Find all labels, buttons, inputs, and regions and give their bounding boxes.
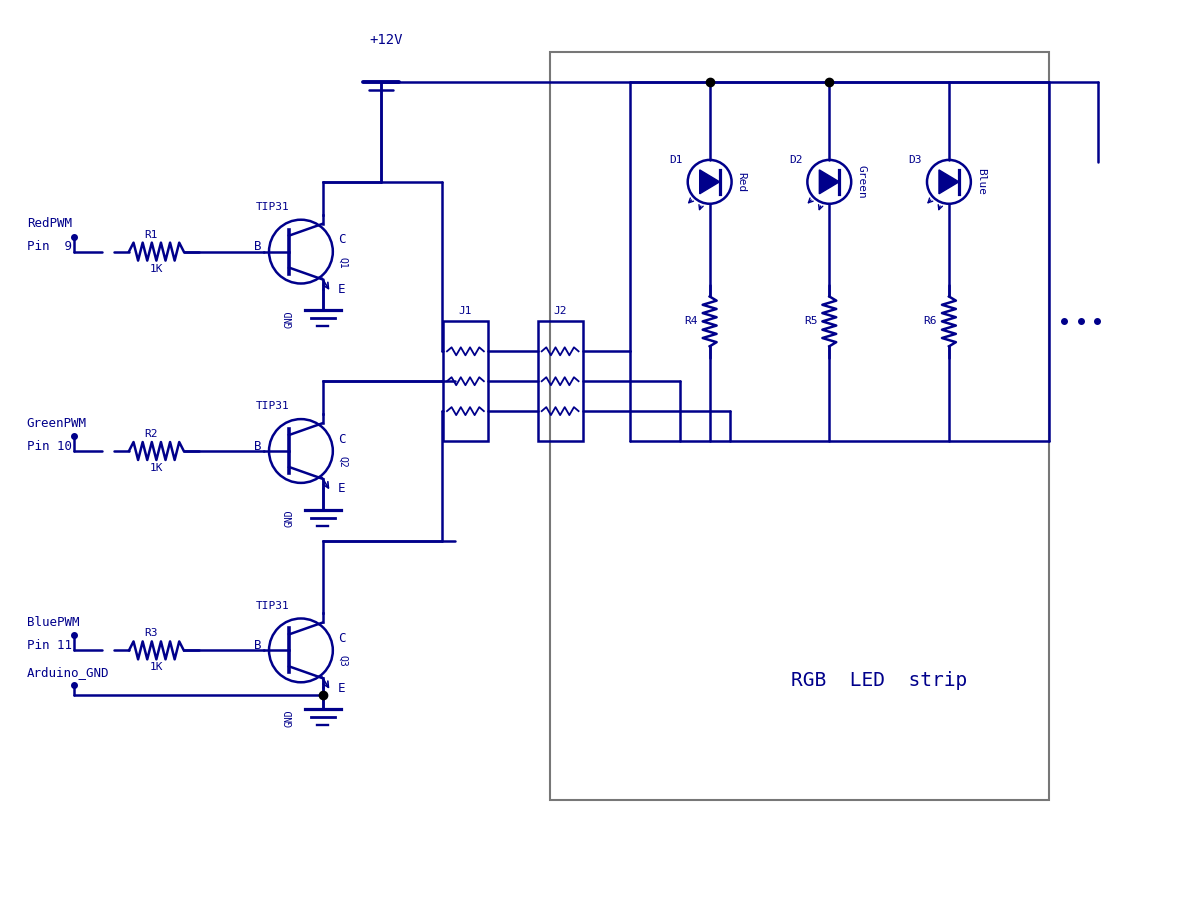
Text: C: C bbox=[338, 233, 346, 246]
Text: C: C bbox=[338, 432, 346, 445]
Bar bbox=[538, 322, 582, 441]
Text: 1K: 1K bbox=[150, 264, 163, 274]
Text: Q1: Q1 bbox=[338, 257, 348, 268]
Text: R2: R2 bbox=[145, 429, 158, 439]
Text: GND: GND bbox=[284, 709, 295, 727]
Text: Pin 11: Pin 11 bbox=[26, 639, 72, 652]
Text: +12V: +12V bbox=[368, 33, 402, 47]
Text: R6: R6 bbox=[924, 316, 937, 326]
Text: B: B bbox=[253, 440, 262, 452]
Text: Green: Green bbox=[857, 165, 866, 199]
Text: D1: D1 bbox=[670, 155, 683, 165]
Text: Q3: Q3 bbox=[338, 655, 348, 667]
Text: 1K: 1K bbox=[150, 463, 163, 473]
Text: B: B bbox=[253, 241, 262, 253]
Text: TIP31: TIP31 bbox=[256, 401, 290, 411]
Text: E: E bbox=[338, 482, 346, 496]
Text: GreenPWM: GreenPWM bbox=[26, 416, 86, 430]
Text: R5: R5 bbox=[804, 316, 817, 326]
Text: TIP31: TIP31 bbox=[256, 600, 290, 611]
Text: R4: R4 bbox=[684, 316, 697, 326]
Text: RedPWM: RedPWM bbox=[26, 217, 72, 230]
Polygon shape bbox=[820, 170, 839, 194]
Text: Blue: Blue bbox=[976, 168, 986, 196]
Text: R1: R1 bbox=[145, 230, 158, 240]
Text: Pin 10: Pin 10 bbox=[26, 440, 72, 452]
Text: TIP31: TIP31 bbox=[256, 202, 290, 212]
Bar bbox=[550, 52, 1049, 800]
Text: 1K: 1K bbox=[150, 662, 163, 672]
Text: Red: Red bbox=[737, 172, 746, 192]
Text: GND: GND bbox=[284, 510, 295, 527]
Text: E: E bbox=[338, 682, 346, 695]
Text: BluePWM: BluePWM bbox=[26, 616, 79, 629]
Text: Pin  9: Pin 9 bbox=[26, 241, 72, 253]
Polygon shape bbox=[700, 170, 720, 194]
Polygon shape bbox=[938, 170, 959, 194]
Text: B: B bbox=[253, 639, 262, 652]
Text: D3: D3 bbox=[908, 155, 922, 165]
Text: RGB  LED  strip: RGB LED strip bbox=[791, 670, 967, 690]
Text: J2: J2 bbox=[553, 306, 566, 316]
Text: E: E bbox=[338, 283, 346, 296]
Text: Arduino_GND: Arduino_GND bbox=[26, 666, 109, 678]
Text: J1: J1 bbox=[458, 306, 472, 316]
Text: GND: GND bbox=[284, 311, 295, 328]
Text: R3: R3 bbox=[145, 628, 158, 639]
Text: D2: D2 bbox=[788, 155, 803, 165]
Text: Q2: Q2 bbox=[338, 456, 348, 468]
Bar bbox=[443, 322, 488, 441]
Text: C: C bbox=[338, 632, 346, 645]
